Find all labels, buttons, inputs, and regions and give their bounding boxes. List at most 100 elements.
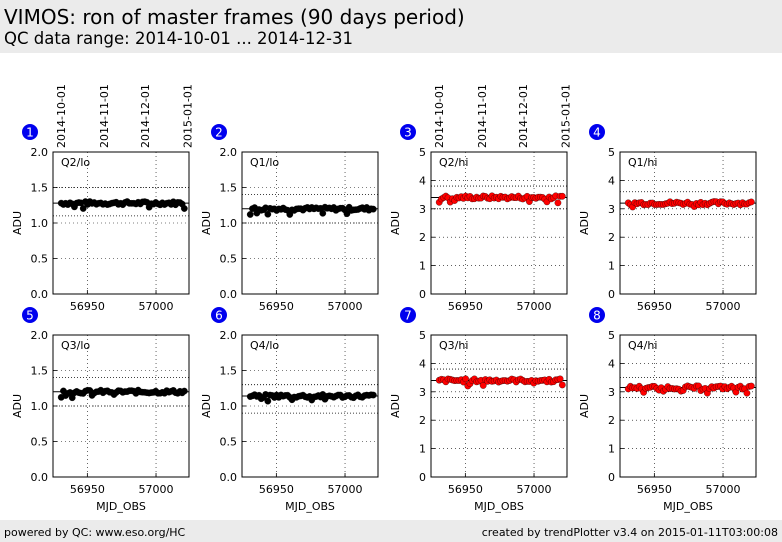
- date-tick-label: 2014-10-01: [433, 84, 446, 148]
- date-tick-label: 2014-12-01: [517, 84, 530, 148]
- y-tick-label: 1: [608, 443, 615, 456]
- panel-label: Q2/lo: [61, 156, 90, 169]
- panel-number: 1: [26, 126, 34, 140]
- panel-label: Q3/hi: [439, 339, 468, 352]
- data-point: [180, 205, 188, 212]
- y-tick-label: 2.0: [31, 146, 49, 159]
- trend-plots: 0.0 0.5 1.0 1.5 2.0 56950 57000 Q2/lo ADU 1 2014-1…: [11, 84, 757, 513]
- y-tick-label: 5: [419, 329, 426, 342]
- plot-frame: [619, 151, 757, 295]
- y-tick-label: 2: [608, 414, 615, 427]
- y-tick-label: 2.0: [220, 146, 238, 159]
- y-tick-label: 1: [419, 260, 426, 273]
- x-axis-label: MJD_OBS: [96, 500, 146, 513]
- panel-number: 3: [404, 126, 412, 140]
- y-axis-label: ADU: [200, 211, 213, 235]
- panel-number-badge: [22, 124, 38, 140]
- panel-number: 7: [404, 309, 412, 323]
- x-tick-label: 56950: [70, 483, 105, 496]
- x-tick-label: 56950: [637, 300, 672, 313]
- y-tick-label: 0.0: [220, 288, 238, 301]
- y-tick-label: 0.0: [31, 288, 49, 301]
- data-point: [369, 205, 377, 213]
- data-point: [369, 391, 377, 399]
- date-tick-label: 2014-12-01: [139, 84, 152, 148]
- y-axis-label: ADU: [578, 394, 591, 418]
- footer-created-by: created by trendPlotter v3.4 on 2015-01-…: [481, 526, 778, 539]
- data-point: [556, 375, 564, 383]
- panel-number: 8: [593, 309, 601, 323]
- date-tick-label: 2015-01-01: [560, 84, 573, 148]
- y-tick-label: 3: [419, 386, 426, 399]
- data-point: [319, 209, 327, 217]
- y-tick-label: 1: [419, 443, 426, 456]
- panel-number-badge: [589, 124, 605, 140]
- y-tick-label: 5: [608, 329, 615, 342]
- y-axis-label: ADU: [11, 394, 24, 418]
- panel-number-badge: [589, 307, 605, 323]
- x-tick-label: 56950: [70, 300, 105, 313]
- y-tick-label: 3: [608, 386, 615, 399]
- y-tick-label: 1.0: [220, 400, 238, 413]
- y-tick-label: 1.0: [31, 217, 49, 230]
- plot-frame: [619, 334, 757, 478]
- panel-number-badge: [211, 307, 227, 323]
- x-axis-label: MJD_OBS: [285, 500, 335, 513]
- footer-powered-by: powered by QC: www.eso.org/HC: [4, 526, 186, 539]
- date-tick-label: 2014-11-01: [476, 84, 489, 148]
- x-tick-label: 57000: [328, 300, 363, 313]
- x-tick-label: 57000: [706, 300, 741, 313]
- y-axis-label: ADU: [11, 211, 24, 235]
- x-tick-label: 56950: [637, 483, 672, 496]
- panel-label: Q2/hi: [439, 156, 468, 169]
- plot-frame: [241, 151, 379, 295]
- data-point: [246, 211, 254, 218]
- plot-frame: [430, 334, 568, 478]
- x-axis-label: MJD_OBS: [663, 500, 713, 513]
- y-tick-label: 2: [419, 231, 426, 244]
- data-point: [462, 375, 469, 383]
- data-point: [264, 210, 272, 218]
- y-tick-label: 2.0: [31, 329, 49, 342]
- data-point: [743, 389, 751, 397]
- y-axis-label: ADU: [389, 394, 402, 418]
- panel-number: 4: [593, 126, 601, 140]
- panel-number-badge: [22, 307, 38, 323]
- y-axis-label: ADU: [578, 211, 591, 235]
- panel-number: 5: [26, 309, 34, 323]
- x-tick-label: 57000: [328, 483, 363, 496]
- x-tick-label: 57000: [139, 300, 174, 313]
- data-point: [747, 382, 755, 390]
- data-point: [558, 381, 566, 389]
- page-title: VIMOS: ron of master frames (90 days per…: [4, 5, 465, 29]
- x-tick-label: 57000: [706, 483, 741, 496]
- y-tick-label: 1.5: [31, 365, 49, 378]
- y-tick-label: 0.0: [31, 471, 49, 484]
- data-point: [180, 387, 188, 395]
- plot-frame: [52, 334, 190, 478]
- y-tick-label: 1.0: [31, 400, 49, 413]
- plot-frame: [52, 151, 190, 295]
- panel-number: 2: [215, 126, 223, 140]
- panel-label: Q1/lo: [250, 156, 279, 169]
- y-tick-label: 5: [608, 146, 615, 159]
- plot-frame: [241, 334, 379, 478]
- y-tick-label: 2: [419, 414, 426, 427]
- data-point: [479, 382, 487, 389]
- data-point: [554, 199, 562, 207]
- y-tick-label: 0.5: [31, 253, 49, 266]
- page-subtitle: QC data range: 2014-10-01 ... 2014-12-31: [4, 29, 353, 48]
- y-tick-label: 3: [419, 203, 426, 216]
- y-axis-label: ADU: [389, 211, 402, 235]
- y-tick-label: 4: [608, 174, 615, 187]
- y-tick-label: 4: [419, 357, 426, 370]
- panel-number-badge: [400, 307, 416, 323]
- y-tick-label: 0: [419, 471, 426, 484]
- x-axis-label: MJD_OBS: [474, 500, 524, 513]
- x-tick-label: 56950: [259, 300, 294, 313]
- panel-number-badge: [400, 124, 416, 140]
- y-tick-label: 0.5: [31, 436, 49, 449]
- date-tick-label: 2014-10-01: [55, 84, 68, 148]
- footer-bar: powered by QC: www.eso.org/HC created by…: [0, 520, 782, 542]
- y-tick-label: 1: [608, 260, 615, 273]
